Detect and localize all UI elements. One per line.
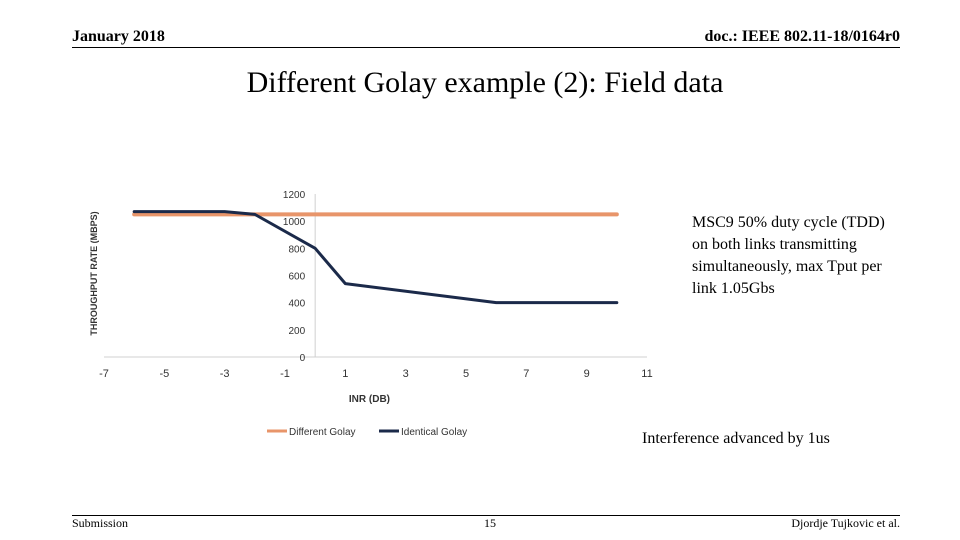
x-tick-label: -7 (99, 368, 109, 380)
footer-author: Djordje Tujkovic et al. (791, 516, 900, 530)
y-tick-label: 800 (288, 244, 305, 255)
x-tick-label: 5 (463, 368, 469, 380)
slide-title: Different Golay example (2): Field data (246, 66, 724, 99)
legend-label-2: Identical Golay (401, 427, 467, 438)
header-divider (72, 47, 900, 48)
interference-note: Interference advanced by 1us (642, 430, 830, 447)
y-tick-label: 1200 (283, 190, 306, 201)
chart-series (132, 210, 619, 305)
footer-page-number: 15 (484, 516, 496, 530)
chart-legend: Different Golay Identical Golay (267, 427, 467, 438)
x-tick-label: -1 (280, 368, 290, 380)
chart-axes (104, 194, 647, 358)
header-date: January 2018 (72, 28, 165, 45)
x-tick-label: 1 (342, 368, 348, 380)
y-tick-label: 600 (288, 272, 305, 283)
y-tick-label: 1000 (283, 217, 306, 228)
x-tick-label: 7 (523, 368, 529, 380)
x-tick-label: 11 (641, 368, 652, 380)
y-axis-title: THROUGHPUT RATE (MBPS) (89, 211, 99, 335)
y-tick-label: 0 (300, 353, 306, 364)
throughput-chart: 0 200 400 600 800 1000 1200 -7 -5 -3 -1 1 3 5 7 9 11 INR … (89, 190, 653, 438)
series-line-2 (132, 210, 619, 305)
x-tick-label: 3 (403, 368, 409, 380)
header-doc-id: doc.: IEEE 802.11-18/0164r0 (704, 28, 900, 45)
y-tick-label: 200 (288, 326, 305, 337)
duty-cycle-note: MSC9 50% duty cycle (TDD) on both links … (692, 214, 885, 297)
legend-label-1: Different Golay (289, 427, 356, 438)
x-tick-label: -5 (159, 368, 169, 380)
y-tick-label: 400 (288, 299, 305, 310)
footer-divider (72, 515, 900, 516)
x-tick-label: 9 (584, 368, 590, 380)
footer-submission: Submission (72, 516, 129, 530)
x-axis-title: INR (DB) (349, 394, 390, 405)
chart-labels: 0 200 400 600 800 1000 1200 -7 -5 -3 -1 1 3 5 7 9 11 INR … (89, 190, 653, 405)
x-tick-label: -3 (220, 368, 230, 380)
